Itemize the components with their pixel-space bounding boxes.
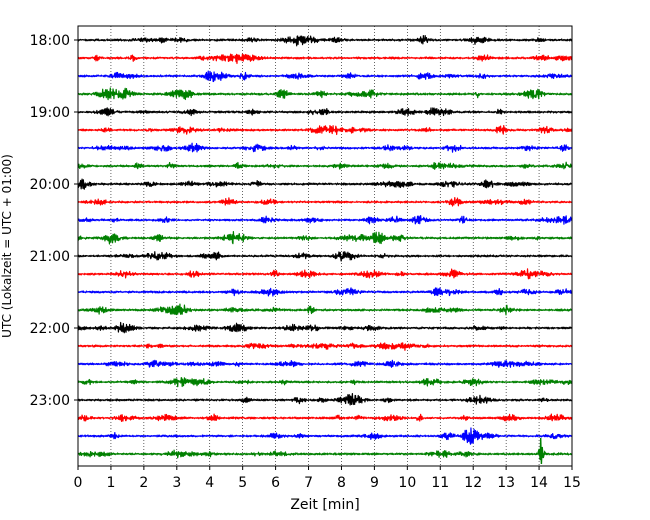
trace-1915 (77, 124, 573, 136)
trace-2000 (77, 178, 573, 190)
x-tick-label: 11 (431, 475, 449, 491)
x-tick-label: 14 (530, 475, 548, 491)
trace-2245 (77, 377, 573, 388)
x-tick-label: 0 (74, 475, 83, 491)
trace-2345 (77, 449, 573, 459)
axes-frame (77, 25, 573, 467)
trace-2015 (77, 197, 573, 207)
y-tick-label: 23:00 (30, 393, 70, 409)
x-axis-label: Zeit [min] (290, 497, 359, 513)
x-tick-label: 7 (304, 475, 313, 491)
trace-1845 (77, 87, 573, 101)
trace-1930 (77, 142, 573, 153)
trace-2130 (77, 287, 573, 297)
trace-2315 (77, 413, 573, 422)
trace-1815 (77, 53, 573, 65)
trace-2030 (77, 215, 573, 225)
y-axis-label: UTC (Lokalzeit = UTC + 01:00) (0, 154, 14, 338)
x-tick-label: 10 (398, 475, 416, 491)
x-tick-label: 5 (238, 475, 247, 491)
x-tick-label: 15 (563, 475, 581, 491)
trace-2200 (77, 321, 573, 334)
x-tick-label: 4 (205, 475, 214, 491)
y-axis-ticks: 18:00 19:00 20:00 21:00 22:00 23:00 (30, 33, 78, 409)
x-tick-label: 6 (271, 475, 280, 491)
trace-2330 (77, 427, 573, 445)
y-tick-label: 18:00 (30, 33, 70, 49)
x-tick-label: 8 (337, 475, 346, 491)
trace-2145 (77, 303, 573, 316)
y-tick-label: 22:00 (30, 321, 70, 337)
trace-2100 (77, 251, 573, 262)
grid (110, 26, 540, 466)
trace-2115 (77, 268, 573, 280)
y-tick-label: 20:00 (30, 177, 70, 193)
trace-1800 (77, 34, 573, 47)
trace-spike-event (537, 437, 548, 465)
y-tick-label: 19:00 (30, 105, 70, 121)
trace-2215 (77, 342, 573, 351)
x-tick-label: 1 (106, 475, 115, 491)
x-tick-label: 12 (464, 475, 482, 491)
y-tick-label: 21:00 (30, 249, 70, 265)
x-tick-label: 3 (172, 475, 181, 491)
trace-1945 (77, 161, 573, 170)
trace-1830 (77, 70, 573, 83)
x-tick-label: 2 (139, 475, 148, 491)
trace-2230 (77, 359, 573, 368)
trace-1900 (77, 107, 573, 117)
x-tick-label: 13 (497, 475, 515, 491)
x-axis-ticks: 0 1 2 3 4 5 6 7 8 9 10 11 12 13 14 15 (74, 466, 581, 491)
trace-group (77, 34, 573, 465)
trace-2045 (77, 230, 573, 245)
x-tick-label: 9 (370, 475, 379, 491)
trace-2300 (77, 393, 573, 406)
